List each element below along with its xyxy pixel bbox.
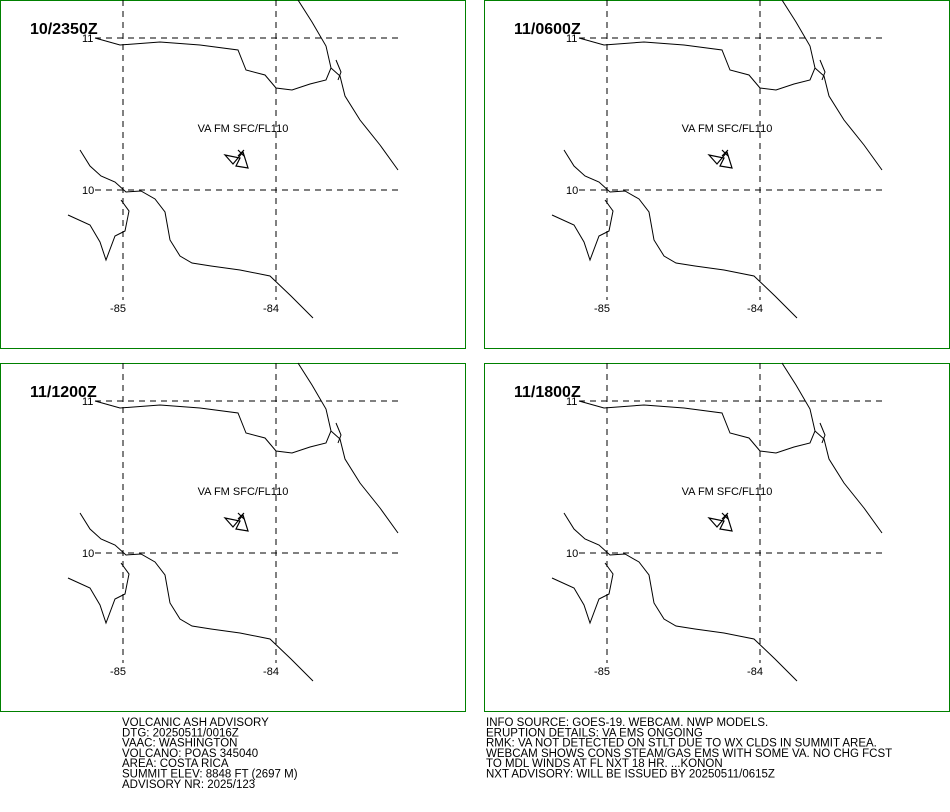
lon-label: -84 xyxy=(263,666,279,678)
advisory-line: AREA: COSTA RICA xyxy=(122,758,229,770)
map-panel: 11 10 -85 -84 VA FM SFC/FL110 10/2350Z xyxy=(0,0,466,349)
lat-label: 10 xyxy=(566,548,578,560)
volcano-symbol xyxy=(224,149,249,169)
coastline xyxy=(551,362,883,682)
lon-label: -85 xyxy=(110,666,126,678)
map-panel: 11 10 -85 -84 VA FM SFC/FL110 11/1200Z xyxy=(0,362,466,712)
forecast-time: 11/1200Z xyxy=(30,384,97,401)
advisory-line: NXT ADVISORY: WILL BE ISSUED BY 20250511… xyxy=(486,769,775,781)
lon-label: -85 xyxy=(594,303,610,315)
area-label: VA FM SFC/FL110 xyxy=(682,123,773,135)
panel-border xyxy=(484,363,950,712)
area-label: VA FM SFC/FL110 xyxy=(198,123,289,135)
lat-label: 11 xyxy=(82,33,93,45)
advisory-line: SUMMIT ELEV: 8848 FT (2697 M) xyxy=(122,769,298,781)
lat-label: 11 xyxy=(566,33,577,45)
lon-label: -84 xyxy=(747,303,763,315)
lat-label: 11 xyxy=(566,396,577,408)
forecast-time: 10/2350Z xyxy=(30,21,98,38)
advisory-line: TO MDL WINDS AT FL NXT 18 HR. ...KONON xyxy=(486,758,723,770)
area-label: VA FM SFC/FL110 xyxy=(682,486,773,498)
advisory-line: ADVISORY NR: 2025/123 xyxy=(122,779,255,791)
advisory-line: WEBCAM SHOWS CONS STEAM/GAS EMS WITH SOM… xyxy=(486,748,892,760)
lon-label: -84 xyxy=(263,303,279,315)
coastline xyxy=(67,0,399,319)
volcano-symbol xyxy=(708,512,733,532)
advisory-line: RMK: VA NOT DETECTED ON STLT DUE TO WX C… xyxy=(486,738,877,750)
map-panel: 11 10 -85 -84 VA FM SFC/FL110 11/0600Z xyxy=(484,0,950,349)
forecast-time: 11/1800Z xyxy=(514,384,581,401)
map-panel: 11 10 -85 -84 VA FM SFC/FL110 11/1800Z xyxy=(484,362,950,712)
panel-border xyxy=(0,363,466,712)
advisory-line: DTG: 20250511/0016Z xyxy=(122,727,239,739)
lat-label: 10 xyxy=(82,548,94,560)
panel-border xyxy=(484,0,950,349)
area-label: VA FM SFC/FL110 xyxy=(198,486,289,498)
lat-label: 10 xyxy=(82,185,94,197)
forecast-time: 11/0600Z xyxy=(514,21,581,38)
panel-border xyxy=(0,0,466,349)
lon-label: -85 xyxy=(594,666,610,678)
coastline xyxy=(67,362,399,682)
lon-label: -85 xyxy=(110,303,126,315)
advisory-line: INFO SOURCE: GOES-19. WEBCAM. NWP MODELS… xyxy=(486,717,768,729)
advisory-line: VOLCANO: POAS 345040 xyxy=(122,748,258,760)
lat-label: 11 xyxy=(82,396,93,408)
coastline xyxy=(551,0,883,319)
advisory-line: VOLCANIC ASH ADVISORY xyxy=(122,717,269,729)
advisory-line: ERUPTION DETAILS: VA EMS ONGOING xyxy=(486,727,703,739)
lon-label: -84 xyxy=(747,666,763,678)
advisory-line: VAAC: WASHINGTON xyxy=(122,738,237,750)
volcano-symbol xyxy=(224,512,249,532)
lat-label: 10 xyxy=(566,185,578,197)
volcano-symbol xyxy=(708,149,733,169)
